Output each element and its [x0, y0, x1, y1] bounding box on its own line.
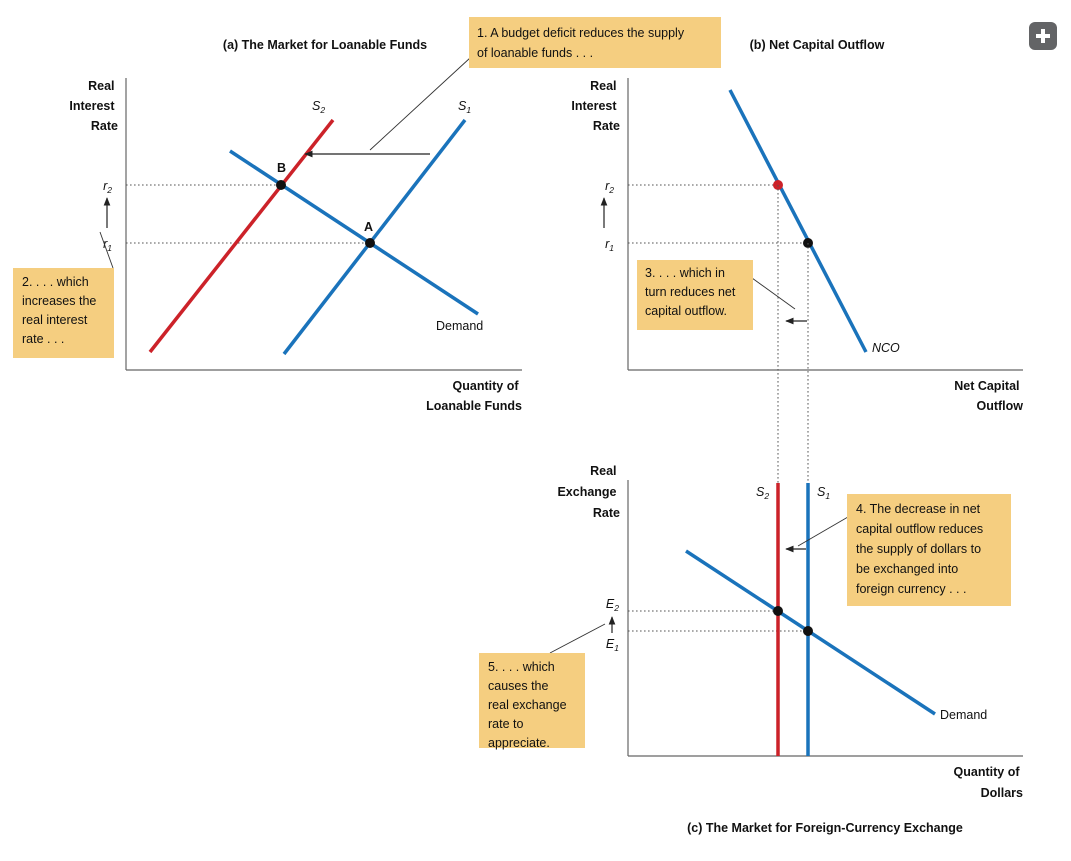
- expand-button[interactable]: [1029, 22, 1057, 50]
- panel-a-demand-line: [229, 149, 479, 316]
- callout-1-leader: [369, 57, 471, 151]
- panel-c-tick-e2: E2: [606, 597, 619, 613]
- callout-2-leader: [99, 231, 114, 269]
- panel-c-s1-label: S1: [817, 485, 830, 501]
- panel-c-point-e2: [773, 606, 783, 616]
- panel-a-tick-r1: r1: [103, 237, 112, 253]
- panel-c-s2-label: S2: [756, 485, 769, 501]
- panel-a-s1-label: S1: [458, 99, 471, 115]
- panel-c-title: (c) The Market for Foreign-Currency Exch…: [687, 821, 963, 835]
- callout-2-box: [13, 268, 114, 358]
- panel-c-foreign-currency-exchange: Real Exchange Rate Quantity of Dollars E…: [557, 464, 1023, 835]
- callout-3-leader: [751, 277, 796, 310]
- callout-5: 5. . . . which causes the real exchange …: [479, 653, 585, 750]
- callout-1-text: 1. A budget deficit reduces the supply o…: [477, 26, 688, 60]
- panel-a-supply-s2-line: [148, 118, 335, 354]
- panel-b-tick-r2: r2: [605, 179, 614, 195]
- callout-4: 4. The decrease in net capital outflow r…: [847, 494, 1011, 606]
- callout-5-box: [479, 653, 585, 748]
- panel-b-tick-r1: r1: [605, 237, 614, 253]
- panel-a-y-axis-label: Real Interest Rate: [69, 79, 118, 133]
- panel-c-y-axis-label: Real Exchange Rate: [557, 464, 620, 520]
- callout-2-text: 2. . . . which increases the real intere…: [22, 275, 100, 346]
- panel-b-y-axis-label: Real Interest Rate: [571, 79, 620, 133]
- callout-3-text: 3. . . . which in turn reduces net capit…: [645, 266, 739, 318]
- panel-b-title: (b) Net Capital Outflow: [750, 38, 885, 52]
- panel-b-nco-label: NCO: [872, 341, 900, 355]
- callout-4-text: 4. The decrease in net capital outflow r…: [856, 502, 987, 596]
- panel-c-tick-e1: E1: [606, 637, 619, 653]
- panel-c-x-axis-label: Quantity of Dollars: [954, 765, 1023, 800]
- callout-3: 3. . . . which in turn reduces net capit…: [637, 260, 753, 330]
- panel-a-loanable-funds: (a) The Market for Loanable Funds Real I…: [69, 38, 522, 413]
- callout-1: 1. A budget deficit reduces the supply o…: [469, 17, 721, 68]
- panel-a-point-b: [276, 180, 286, 190]
- panel-a-title: (a) The Market for Loanable Funds: [223, 38, 427, 52]
- panel-a-s2-label: S2: [312, 99, 325, 115]
- callout-5-text: 5. . . . which causes the real exchange …: [488, 660, 570, 750]
- callout-2: 2. . . . which increases the real intere…: [13, 268, 114, 358]
- panel-a-point-a-label: A: [364, 220, 373, 234]
- panel-b-x-axis-label: Net Capital Outflow: [954, 379, 1023, 413]
- panel-a-tick-r2: r2: [103, 179, 112, 195]
- panel-a-x-axis-label: Quantity of Loanable Funds: [426, 379, 522, 413]
- panel-c-demand-label: Demand: [940, 708, 987, 722]
- panel-a-demand-label: Demand: [436, 319, 483, 333]
- callout-3-box: [637, 260, 753, 330]
- panel-a-point-a: [365, 238, 375, 248]
- panel-a-supply-s1-line: [282, 118, 467, 356]
- callout-1-box: [469, 17, 721, 68]
- panel-b-nco-line: [728, 89, 868, 353]
- panel-b-net-capital-outflow: (b) Net Capital Outflow Real Interest Ra…: [571, 38, 1023, 413]
- callout-4-box: [847, 494, 1011, 606]
- callout-5-leader: [549, 623, 606, 654]
- panel-c-point-e1: [803, 626, 813, 636]
- panel-a-point-b-label: B: [277, 161, 286, 175]
